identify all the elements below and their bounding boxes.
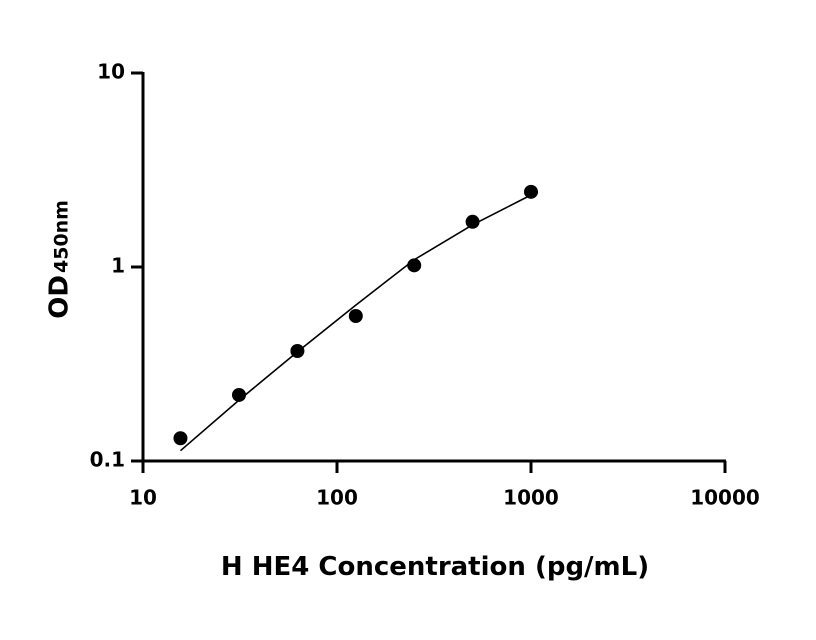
- y-axis-title: OD 450nm: [45, 200, 75, 319]
- x-axis-label: H HE4 Concentration (pg/mL): [221, 552, 649, 582]
- data-point: [407, 258, 422, 273]
- y-tick-label: 1: [111, 254, 125, 278]
- data-point: [348, 309, 363, 324]
- y-axis-label-subscript: 450nm: [51, 200, 73, 273]
- y-tick-label: 10: [97, 60, 125, 84]
- y-axis-label: OD: [45, 275, 75, 319]
- x-tick-label: 1000: [503, 486, 559, 510]
- x-tick-label: 10: [129, 486, 157, 510]
- x-tick-label: 100: [316, 486, 358, 510]
- data-point: [465, 214, 480, 229]
- x-tick-label: 10000: [690, 486, 760, 510]
- data-point: [524, 184, 538, 199]
- data-point: [290, 343, 305, 358]
- y-tick-label: 0.1: [90, 448, 125, 472]
- data-point: [232, 387, 247, 402]
- data-point: [173, 431, 188, 446]
